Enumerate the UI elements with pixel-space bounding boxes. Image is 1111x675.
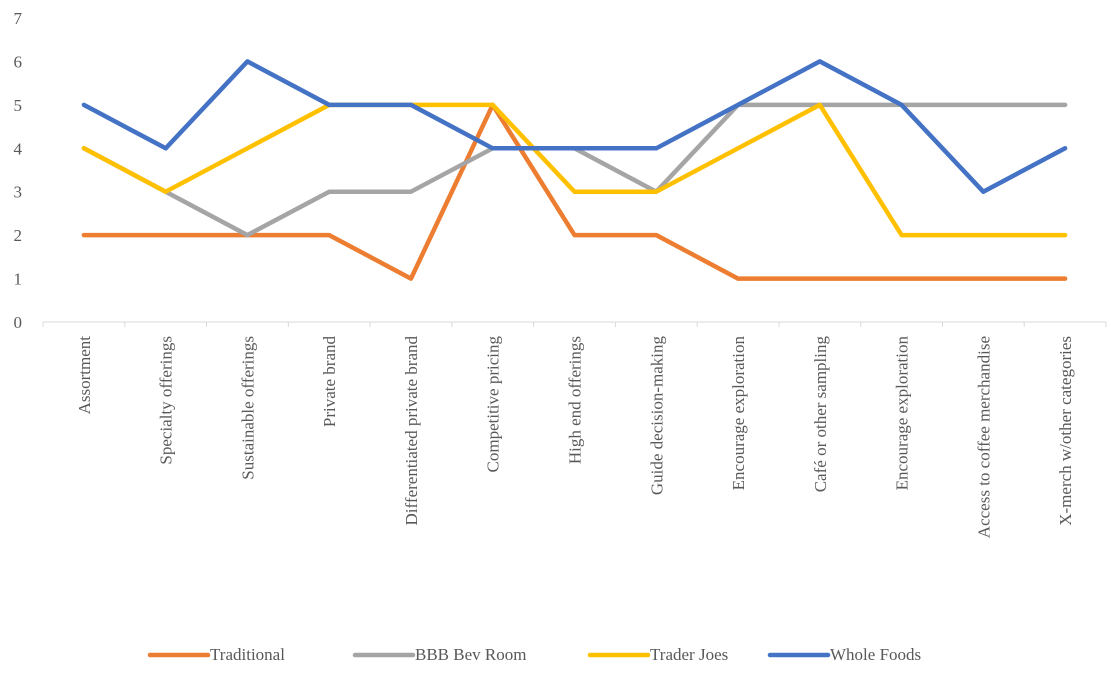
legend-label: Whole Foods <box>830 645 921 664</box>
x-category-label: Encourage exploration <box>893 336 912 491</box>
legend-item-trader-joes: Trader Joes <box>587 645 728 664</box>
x-category-label: Encourage exploration <box>729 336 748 491</box>
series-line-trader-joes <box>81 102 1068 238</box>
legend-item-traditional: Traditional <box>147 645 285 664</box>
y-tick-label: 4 <box>14 139 23 158</box>
legend-item-whole-foods: Whole Foods <box>767 645 921 664</box>
x-category-label: Café or other sampling <box>811 336 830 493</box>
series-lines <box>81 59 1068 281</box>
y-tick-label: 3 <box>14 183 23 202</box>
y-tick-label: 1 <box>14 270 23 289</box>
x-category-label: Guide decision-making <box>647 336 666 496</box>
y-tick-label: 5 <box>14 96 23 115</box>
legend: Traditional BBB Bev Room Trader Joes Whole … <box>147 645 921 664</box>
y-tick-label: 7 <box>14 9 23 28</box>
x-category-label: Assortment <box>75 336 94 415</box>
x-category-label: Specialty offerings <box>157 336 176 465</box>
x-category-label: Access to coffee merchandise <box>974 336 993 538</box>
x-category-label: Competitive pricing <box>484 336 503 473</box>
y-tick-label: 6 <box>14 52 23 71</box>
legend-label: Trader Joes <box>650 645 728 664</box>
y-tick-label: 2 <box>14 226 23 245</box>
y-axis: 0 1 2 3 4 5 6 7 <box>14 9 23 332</box>
x-category-label: Sustainable offerings <box>238 336 257 480</box>
x-category-label: Private brand <box>320 336 339 428</box>
x-category-label: High end offerings <box>566 336 585 464</box>
x-category-label: Differentiated private brand <box>402 336 421 526</box>
legend-label: Traditional <box>210 645 285 664</box>
legend-item-bbb-bev-room: BBB Bev Room <box>352 645 526 664</box>
x-axis: Assortment Specialty offerings Sustainable… <box>42 321 1107 538</box>
x-category-label: X-merch w/other categories <box>1056 336 1075 526</box>
series-line-whole-foods <box>81 59 1068 194</box>
y-tick-label: 0 <box>14 313 23 332</box>
legend-label: BBB Bev Room <box>415 645 526 664</box>
